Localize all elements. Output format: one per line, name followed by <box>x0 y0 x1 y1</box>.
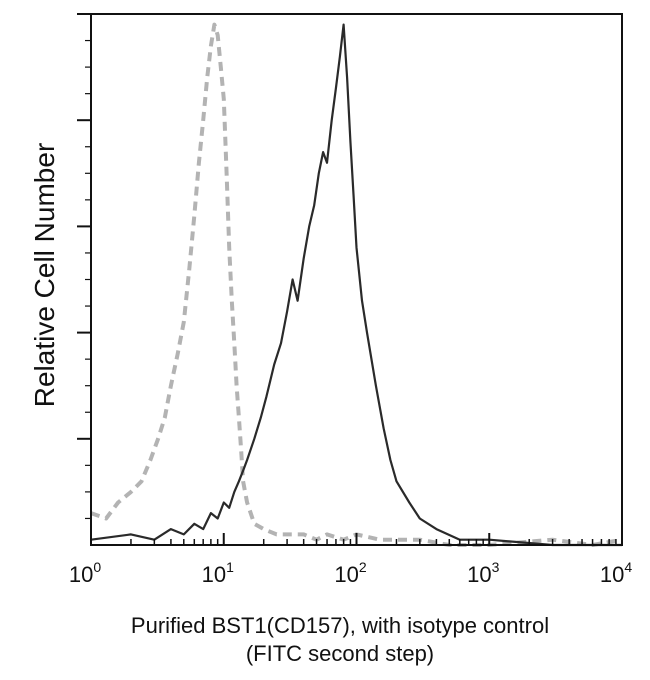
x-tick-base: 10 <box>69 562 93 587</box>
plot-border <box>90 13 623 546</box>
x-tick-base: 10 <box>202 562 226 587</box>
x-axis-title: Purified BST1(CD157), with isotype contr… <box>131 613 549 638</box>
x-tick-label: 102 <box>334 559 366 587</box>
x-tick-base: 10 <box>334 562 358 587</box>
x-tick-label: 104 <box>600 559 632 587</box>
x-tick-exponent: 0 <box>93 559 101 575</box>
x-tick-label: 100 <box>69 559 101 587</box>
series-layer <box>90 22 623 547</box>
series-line-1 <box>90 22 623 547</box>
x-tick-label: 103 <box>467 559 499 587</box>
x-tick-label: 101 <box>202 559 234 587</box>
x-tick-exponent: 4 <box>624 559 632 575</box>
plot-frame <box>90 13 623 546</box>
x-axis-title-line2: (FITC second step) <box>246 641 434 666</box>
x-tick-exponent: 2 <box>359 559 367 575</box>
axis-ticks <box>77 13 623 545</box>
x-tick-exponent: 1 <box>226 559 234 575</box>
x-tick-base: 10 <box>467 562 491 587</box>
x-tick-exponent: 3 <box>492 559 500 575</box>
x-tick-base: 10 <box>600 562 624 587</box>
series-line-2 <box>90 23 622 547</box>
tick-labels: 100 101 102 103 104 <box>69 559 632 587</box>
y-axis-title: Relative Cell Number <box>29 143 60 408</box>
